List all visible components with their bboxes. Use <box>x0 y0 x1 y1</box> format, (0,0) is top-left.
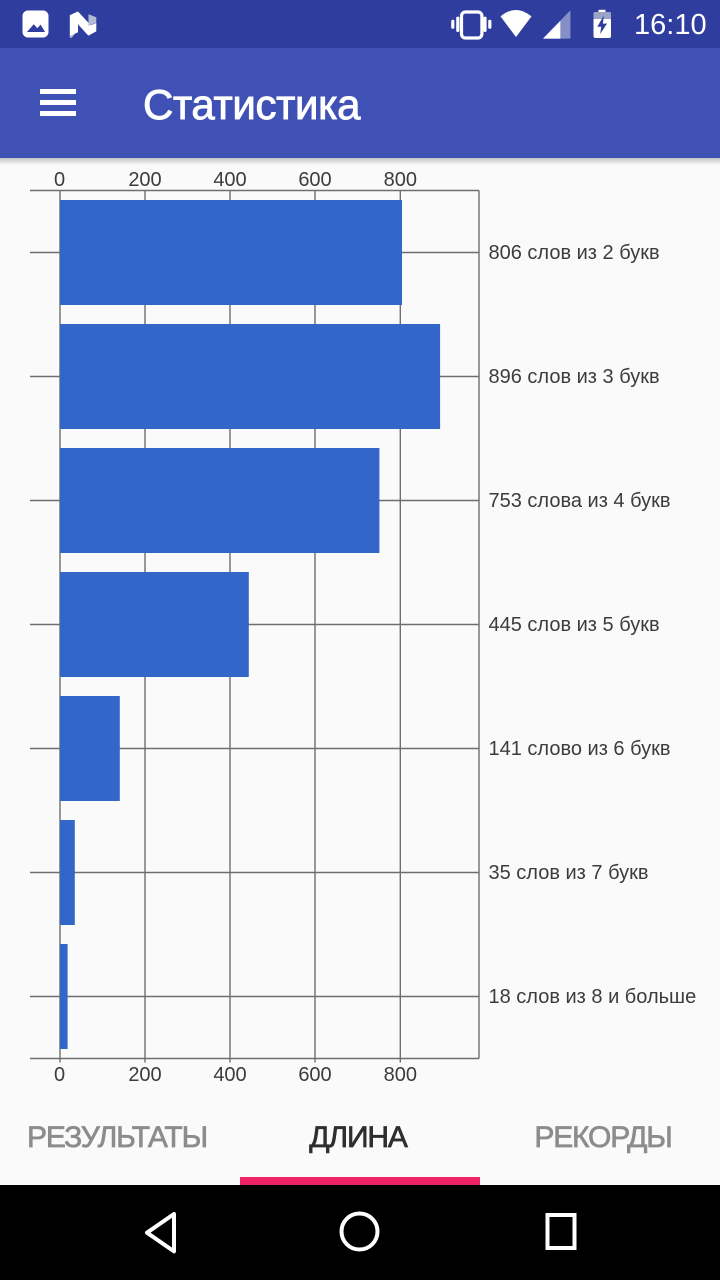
svg-text:445 слов из 5 букв: 445 слов из 5 букв <box>489 614 660 636</box>
svg-text:800: 800 <box>384 169 417 191</box>
svg-text:753 слова из 4 букв: 753 слова из 4 букв <box>489 490 671 512</box>
svg-text:806 слов из 2 букв: 806 слов из 2 букв <box>489 242 660 264</box>
svg-text:35 слов из 7 букв: 35 слов из 7 букв <box>489 862 649 884</box>
svg-text:896 слов из 3 букв: 896 слов из 3 букв <box>489 366 660 388</box>
svg-text:18 слов из 8 и больше: 18 слов из 8 и больше <box>489 986 697 1008</box>
svg-text:0: 0 <box>54 169 65 191</box>
svg-text:400: 400 <box>213 169 246 191</box>
svg-text:200: 200 <box>128 1064 161 1086</box>
svg-text:800: 800 <box>384 1064 417 1086</box>
svg-text:0: 0 <box>54 1064 65 1086</box>
svg-text:200: 200 <box>128 169 161 191</box>
svg-text:400: 400 <box>213 1064 246 1086</box>
svg-text:600: 600 <box>298 169 331 191</box>
svg-text:600: 600 <box>298 1064 331 1086</box>
svg-text:141 слово из 6 букв: 141 слово из 6 букв <box>489 738 671 760</box>
